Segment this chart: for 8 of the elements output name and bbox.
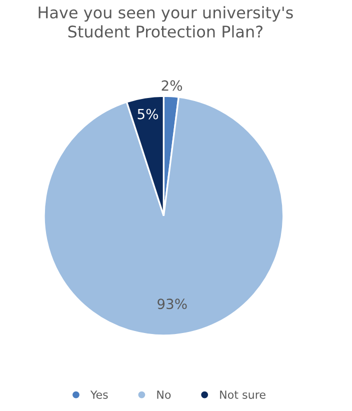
data-label: 2% bbox=[162, 80, 182, 91]
legend-label: No bbox=[157, 390, 171, 399]
legend-label: Yes bbox=[90, 390, 108, 399]
chart-title: Have you seen your university's Student Protection Plan? bbox=[38, 6, 293, 38]
pie-slice bbox=[43, 96, 284, 336]
data-label: 5% bbox=[138, 108, 158, 120]
legend-label: Not sure bbox=[220, 390, 266, 399]
data-label: 93% bbox=[158, 298, 187, 310]
